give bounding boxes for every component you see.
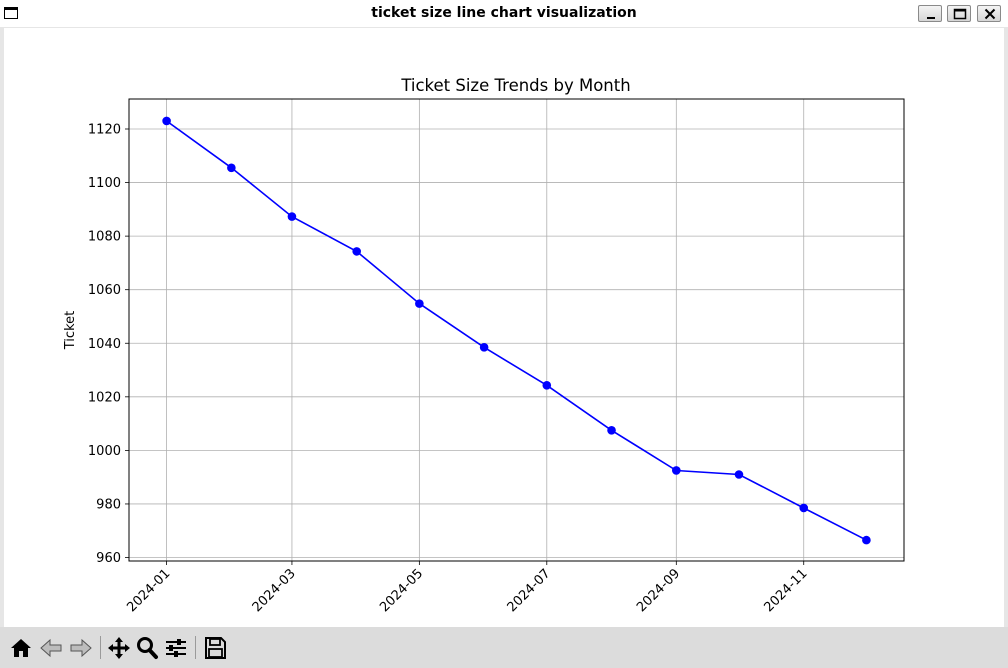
close-icon: [984, 8, 996, 20]
y-tick-label: 1100: [88, 176, 121, 191]
y-tick-label: 1020: [88, 390, 121, 405]
y-tick-label: 1080: [88, 230, 121, 245]
data-point: [799, 503, 809, 513]
back-button[interactable]: [38, 635, 64, 661]
chart-title: Ticket Size Trends by Month: [400, 76, 630, 95]
minimize-icon: [927, 17, 935, 19]
data-point: [227, 163, 236, 173]
y-tick-label: 1060: [88, 283, 121, 298]
toolbar-separator: [195, 636, 196, 659]
window-frame-right: [1004, 27, 1008, 627]
y-axis: 960 980 1000 1020 1040 1060 1080 1100 1120: [88, 122, 129, 566]
y-tick-label: 1000: [88, 444, 121, 459]
x-axis: 2024-01 2024-03 2024-05 2024-07 2024-09 2024-…: [124, 561, 811, 615]
data-point: [672, 466, 681, 475]
minimize-button[interactable]: [918, 5, 942, 22]
home-icon: [11, 639, 31, 657]
plot-area: [128, 98, 905, 562]
y-axis-label: Ticket: [63, 311, 78, 350]
data-points: [162, 116, 871, 545]
save-button[interactable]: [202, 635, 228, 661]
y-tick-label: 1120: [88, 122, 121, 137]
forward-button[interactable]: [68, 635, 94, 661]
x-tick-label: 2024-07: [505, 566, 554, 615]
home-button[interactable]: [8, 635, 34, 661]
data-point: [862, 535, 871, 545]
grid-lines: [129, 99, 904, 561]
configure-subplots-button[interactable]: [163, 635, 189, 661]
data-point: [162, 116, 171, 126]
data-point: [734, 470, 744, 479]
data-point: [287, 212, 297, 221]
x-tick-label: 2024-09: [634, 566, 683, 615]
window-title: ticket size line chart visualization: [371, 5, 637, 21]
pan-icon: [108, 637, 130, 659]
zoom-button[interactable]: [134, 635, 160, 661]
data-point: [415, 299, 424, 308]
y-tick-label: 1040: [88, 337, 121, 352]
window-icon[interactable]: [4, 7, 18, 19]
toolbar-separator: [100, 636, 101, 659]
forward-icon: [70, 638, 92, 658]
close-button[interactable]: [977, 5, 1001, 22]
title-bar: ticket size line chart visualization: [0, 0, 1008, 28]
x-tick-label: 2024-03: [250, 566, 299, 615]
figure-canvas[interactable]: 960 980 1000 1020 1040 1060 1080 1100 1120 2024-…: [4, 28, 1004, 627]
back-icon: [40, 638, 62, 658]
x-tick-label: 2024-01: [124, 566, 173, 615]
zoom-icon: [137, 637, 158, 659]
window-frame-left: [0, 27, 4, 627]
data-point: [607, 426, 616, 435]
pan-button[interactable]: [106, 635, 132, 661]
series-line: [166, 120, 867, 541]
maximize-icon: [953, 8, 967, 20]
data-point: [352, 247, 361, 256]
navigation-toolbar: [0, 627, 1008, 668]
configure-subplots-icon: [166, 639, 186, 657]
line-chart[interactable]: 960 980 1000 1020 1040 1060 1080 1100 1120 2024-…: [4, 28, 1004, 627]
x-tick-label: 2024-05: [377, 566, 426, 615]
save-icon: [205, 637, 226, 659]
data-point: [479, 342, 489, 352]
y-tick-label: 980: [96, 497, 121, 512]
maximize-button[interactable]: [947, 5, 971, 22]
y-tick-label: 960: [96, 551, 121, 566]
x-tick-label: 2024-11: [762, 566, 811, 615]
data-point: [542, 381, 552, 390]
